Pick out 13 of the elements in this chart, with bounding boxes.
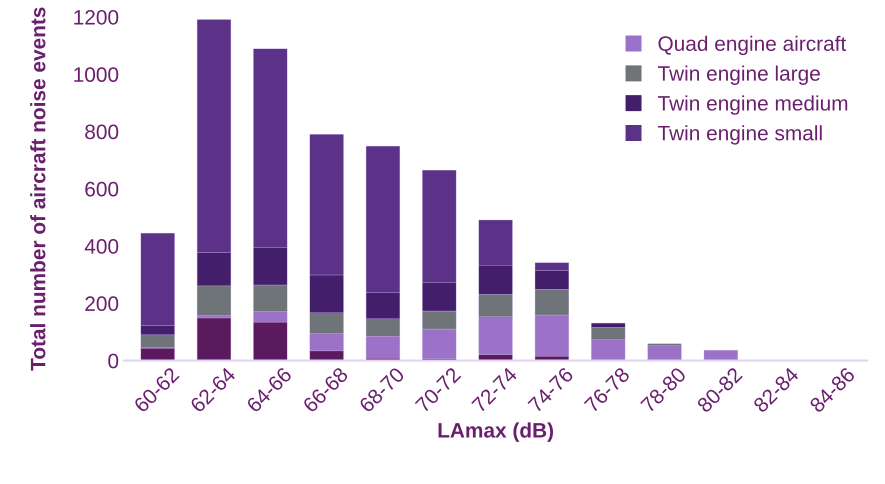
legend-label: Twin engine medium	[658, 95, 848, 115]
y-tick-label: 400	[84, 239, 118, 254]
legend-label: Twin engine small	[658, 125, 822, 145]
y-tick-label: 1200	[74, 10, 118, 25]
y-tick-label: 200	[85, 296, 118, 312]
y-tick-label: 600	[85, 182, 118, 197]
y-tick-label: 0	[108, 354, 118, 368]
y-axis-title: Total number of aircraft noise events	[30, 7, 46, 371]
legend-label: Quad engine aircraft	[658, 36, 846, 56]
y-tick-label: 1000	[74, 67, 118, 82]
legend-label: Twin engine large	[658, 66, 820, 85]
x-axis-title: LAmax (dB)	[438, 422, 554, 442]
y-tick-label: 800	[85, 124, 118, 140]
